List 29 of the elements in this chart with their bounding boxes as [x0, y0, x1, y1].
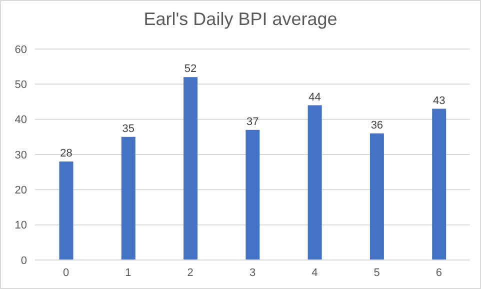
bar — [308, 105, 322, 260]
y-tick-label: 10 — [14, 220, 27, 232]
x-tick-label: 5 — [374, 266, 380, 279]
x-tick-label: 4 — [312, 266, 318, 279]
y-tick-label: 40 — [14, 114, 27, 126]
chart-title: Earl's Daily BPI average — [142, 9, 338, 30]
x-tick-label: 3 — [249, 266, 256, 279]
x-tick-label: 2 — [187, 266, 194, 279]
y-tick-label: 30 — [14, 149, 27, 162]
bar — [432, 108, 446, 260]
data-label: 28 — [60, 148, 72, 160]
y-tick-label: 50 — [14, 79, 27, 92]
data-label: 35 — [122, 122, 135, 135]
bar — [184, 77, 198, 260]
bar — [246, 130, 260, 260]
x-tick-label: 1 — [125, 266, 132, 279]
data-label: 37 — [246, 116, 259, 128]
x-tick-label: 0 — [63, 266, 70, 279]
bar — [370, 133, 384, 260]
data-label: 43 — [432, 94, 446, 107]
bar — [59, 162, 74, 260]
data-label: 52 — [184, 63, 197, 76]
x-tick-label: 6 — [436, 266, 442, 279]
y-tick-label: 0 — [20, 254, 27, 267]
y-tick-label: 20 — [14, 184, 27, 197]
data-label: 36 — [370, 119, 384, 132]
y-tick-label: 60 — [14, 44, 27, 56]
data-label: 44 — [308, 91, 321, 104]
bar — [121, 136, 136, 260]
